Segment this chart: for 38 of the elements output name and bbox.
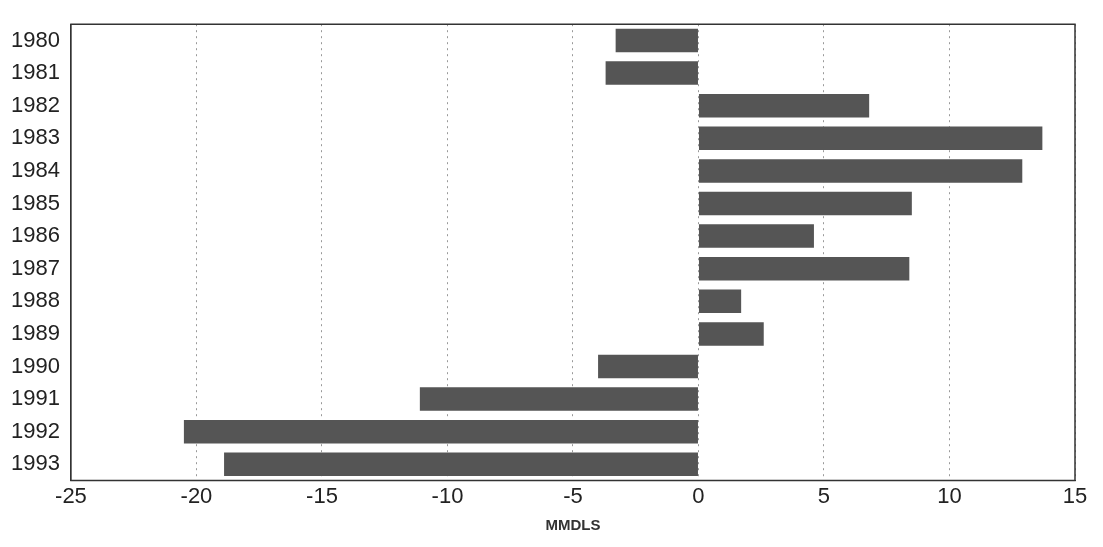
y-tick-label: 1987: [10, 254, 60, 280]
x-tick-label: -5: [563, 482, 583, 508]
y-tick-label: 1992: [10, 417, 60, 443]
bar: [419, 387, 698, 411]
bar: [615, 28, 698, 53]
y-tick-label: 1990: [10, 352, 60, 378]
x-tick-label: 10: [937, 482, 962, 508]
x-tick-label: 0: [692, 482, 705, 508]
bar: [698, 322, 764, 346]
bar: [698, 289, 742, 314]
bar: [183, 419, 698, 444]
bar: [698, 256, 910, 281]
x-tick-label: -15: [306, 482, 338, 508]
y-tick-label: 1991: [10, 385, 60, 411]
y-tick-label: 1988: [10, 287, 60, 313]
y-tick-label: 1986: [10, 222, 60, 248]
y-tick-label: 1984: [10, 156, 60, 182]
x-tick-label: 5: [817, 482, 831, 508]
y-tick-label: 1982: [10, 91, 60, 117]
y-tick-label: 1989: [10, 319, 60, 345]
bar: [698, 224, 814, 248]
bar: [698, 93, 870, 118]
y-tick-label: 1983: [10, 124, 60, 150]
x-tick-label: -25: [55, 482, 87, 508]
bar: [698, 126, 1043, 151]
x-tick-label: 15: [1062, 482, 1088, 508]
x-axis-title: MMDLS: [545, 516, 601, 534]
bar: [698, 159, 1023, 183]
y-tick-label: 1993: [10, 450, 60, 476]
y-tick-label: 1981: [10, 59, 60, 85]
x-tick-label: -20: [180, 482, 213, 508]
bar: [698, 191, 912, 216]
y-tick-label: 1980: [10, 26, 60, 52]
bar: [605, 61, 698, 85]
bar: [598, 354, 698, 379]
x-tick-label: -10: [431, 482, 464, 508]
y-tick-label: 1985: [10, 189, 60, 215]
bar: [224, 452, 698, 477]
